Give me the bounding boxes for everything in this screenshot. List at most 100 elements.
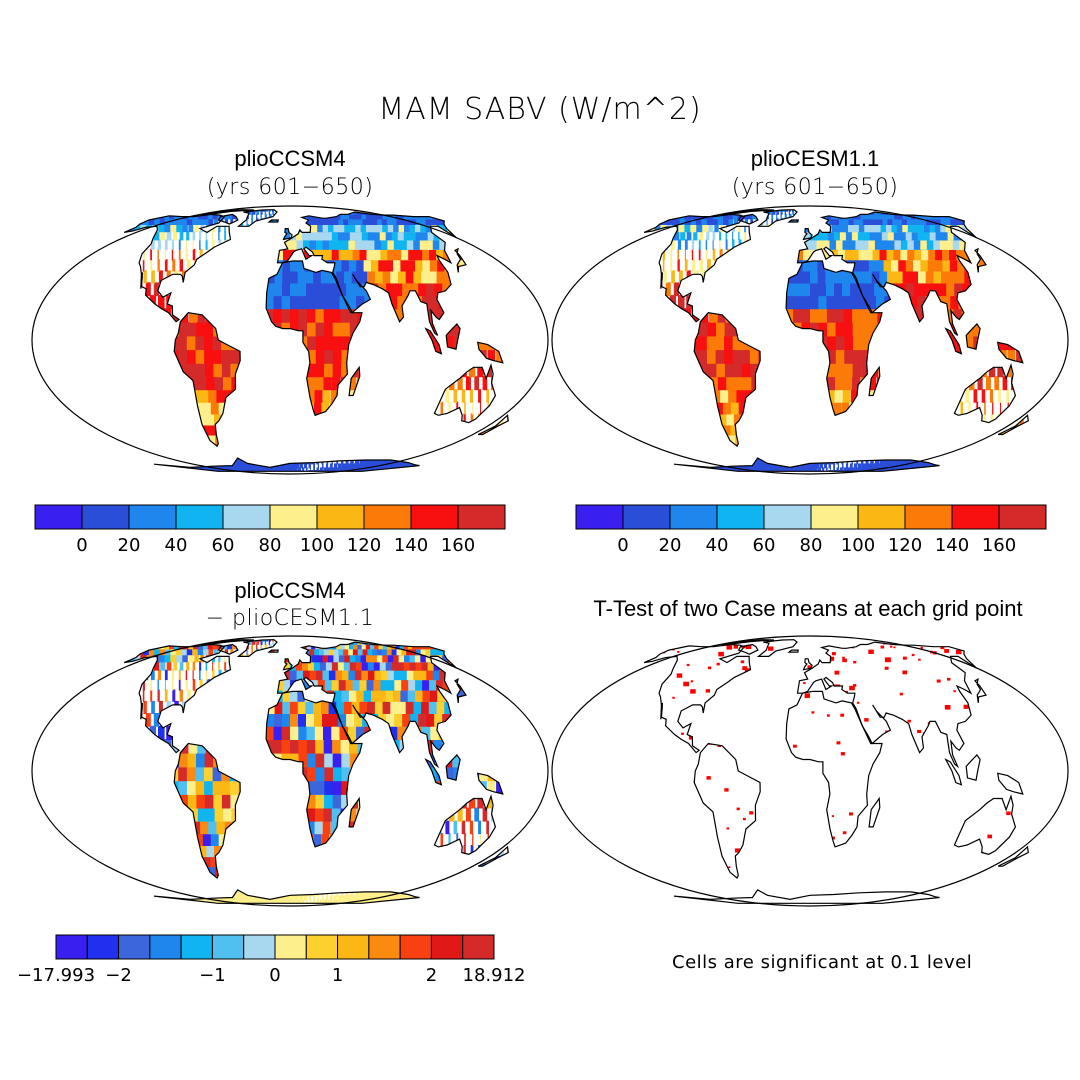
grid-cell (866, 443, 869, 453)
grid-cell (124, 451, 145, 460)
grid-cell (252, 875, 262, 885)
grid-cell (174, 725, 182, 740)
grid-cell (92, 335, 102, 350)
grid-cell (801, 213, 807, 220)
grid-cell (264, 669, 271, 681)
grid-cell (873, 401, 880, 415)
grid-cell (628, 231, 637, 240)
grid-cell (838, 210, 849, 215)
grid-cell (587, 349, 598, 364)
grid-cell (849, 467, 855, 471)
grid-cell (89, 376, 103, 390)
grid-cell (905, 210, 929, 215)
grid-cell (229, 349, 240, 364)
grid-cell (315, 807, 324, 822)
grid-cell (290, 700, 299, 714)
grid-cell (692, 376, 705, 391)
grid-cell (307, 321, 317, 337)
grid-cell (62, 845, 81, 857)
grid-cell (369, 401, 375, 415)
grid-cell (223, 376, 234, 391)
grid-cell (294, 899, 298, 903)
grid-cell (270, 669, 278, 681)
grid-cell (759, 376, 771, 391)
grid-cell (726, 458, 742, 465)
grid-cell (667, 434, 685, 445)
grid-cell (939, 413, 942, 426)
grid-cell (195, 349, 206, 364)
grid-cell (310, 467, 311, 471)
grid-cell (158, 295, 165, 310)
grid-cell (717, 209, 734, 212)
grid-cell (205, 270, 211, 284)
grid-cell (321, 875, 326, 885)
grid-cell (597, 249, 603, 260)
grid-cell (294, 895, 299, 901)
grid-cell (630, 349, 641, 364)
grid-cell (298, 467, 301, 471)
grid-cell (76, 322, 84, 337)
grid-cell (252, 845, 263, 858)
grid-cell (753, 443, 765, 453)
grid-cell (77, 845, 96, 857)
grid-cell (415, 889, 428, 897)
grid-cell (514, 713, 530, 727)
grid-cell (167, 389, 181, 403)
grid-cell (333, 899, 339, 903)
grid-cell (626, 282, 630, 296)
grid-cell (633, 249, 637, 260)
grid-cell (800, 218, 806, 225)
grid-cell (777, 224, 782, 233)
grid-cell (842, 389, 851, 403)
grid-cell (884, 458, 890, 465)
grid-cell (944, 376, 950, 391)
grid-cell (614, 363, 627, 377)
grid-cell (715, 349, 726, 364)
grid-cell (732, 231, 734, 241)
grid-cell (452, 875, 462, 885)
grid-cell (801, 362, 811, 378)
grid-cell (447, 224, 471, 233)
grid-cell (239, 807, 251, 822)
grid-cell (251, 218, 253, 225)
grid-cell (445, 389, 450, 403)
grid-cell (305, 413, 313, 426)
grid-cell (331, 376, 341, 391)
grid-cell (152, 856, 169, 868)
grid-cell (707, 259, 711, 272)
grid-cell (172, 210, 188, 215)
grid-cell (248, 679, 255, 691)
grid-cell (315, 209, 329, 210)
grid-cell (672, 349, 684, 364)
grid-cell (920, 443, 925, 453)
grid-cell (213, 679, 218, 691)
grid-cell (526, 739, 539, 754)
grid-cell (361, 895, 370, 901)
grid-cell (857, 401, 865, 415)
grid-cell (285, 218, 291, 225)
grid-cell (286, 467, 291, 471)
grid-cell (775, 335, 786, 351)
grid-cell (306, 308, 317, 323)
grid-cell (682, 362, 694, 378)
grid-cell (744, 424, 757, 436)
grid-cell (842, 239, 853, 250)
grid-cell (133, 295, 140, 310)
grid-cell (324, 349, 334, 364)
grid-cell (330, 434, 336, 445)
grid-cell (139, 376, 152, 391)
grid-cell (32, 335, 42, 350)
grid-cell (178, 752, 188, 768)
grid-cell (446, 856, 451, 868)
grid-cell (991, 295, 1005, 310)
grid-cell (781, 209, 786, 212)
grid-cell (174, 434, 190, 445)
grid-cell (233, 443, 245, 453)
grid-cell (835, 443, 840, 453)
grid-cell (742, 434, 755, 445)
grid-cell (373, 889, 380, 897)
grid-cell (139, 833, 155, 846)
grid-cell (582, 308, 588, 323)
grid-cell (277, 875, 286, 885)
grid-cell (819, 463, 823, 469)
